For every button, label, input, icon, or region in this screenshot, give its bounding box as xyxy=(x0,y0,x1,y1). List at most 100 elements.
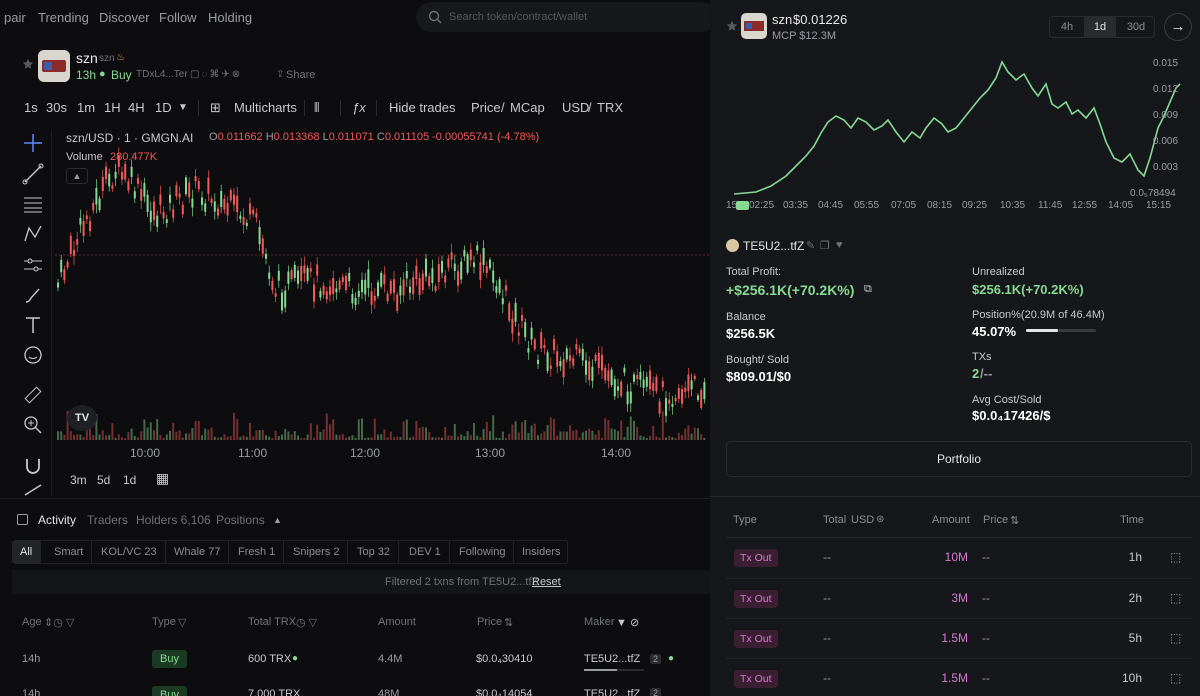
wallet-address[interactable]: TE5U2...tfZ xyxy=(743,239,805,253)
panel-star-icon[interactable] xyxy=(726,20,738,35)
timeframe-4h[interactable]: 4h xyxy=(1060,21,1074,33)
nav-follow[interactable]: Follow xyxy=(159,10,197,25)
row-maker[interactable]: TE5U2...tfZ xyxy=(584,653,641,665)
indicators-icon[interactable]: ƒx xyxy=(352,100,366,115)
nav-holding[interactable]: Holding xyxy=(208,10,253,25)
zoom-in-icon[interactable] xyxy=(22,414,44,436)
mcap-toggle[interactable]: MCap xyxy=(510,100,545,115)
tab-traders[interactable]: Traders xyxy=(87,513,128,527)
contract-address[interactable]: TDxL4...Ter xyxy=(136,69,188,80)
filter-snipers[interactable]: Snipers 2 xyxy=(285,541,349,563)
range-1d[interactable]: 1d xyxy=(123,473,137,487)
timeframe-1d[interactable]: 1d xyxy=(1084,16,1116,38)
filter-insiders[interactable]: Insiders xyxy=(522,546,561,558)
calendar-icon[interactable]: ▦ xyxy=(156,470,170,486)
interval-1s[interactable]: 1s xyxy=(24,100,38,115)
lock-drawings-icon[interactable] xyxy=(22,482,44,496)
tab-activity[interactable]: Activity xyxy=(38,513,77,527)
price-toggle[interactable]: Price xyxy=(471,100,501,115)
table-row[interactable]: 14h Buy 7,000 TRX 48M $0.0₄14054 TE5U2..… xyxy=(12,684,710,696)
col-amount[interactable]: Amount xyxy=(932,514,970,526)
forecast-icon[interactable] xyxy=(22,254,44,276)
tab-holders[interactable]: Holders 6,106 xyxy=(136,513,211,527)
external-link-icon[interactable]: ⧉ xyxy=(864,283,872,295)
col-amount[interactable]: Amount xyxy=(378,616,416,628)
interval-1d[interactable]: 1D xyxy=(155,100,172,115)
row-maker[interactable]: TE5U2...tfZ xyxy=(584,688,641,696)
magnet-icon[interactable] xyxy=(22,455,44,477)
social-icons[interactable]: ▢◌⌘✈⊗ xyxy=(190,69,243,80)
col-total[interactable]: Total xyxy=(823,514,847,526)
trx-toggle[interactable]: TRX xyxy=(597,100,623,115)
col-maker[interactable]: Maker xyxy=(584,616,615,628)
filter-all[interactable]: All xyxy=(12,541,42,563)
col-price[interactable]: Price xyxy=(477,616,503,628)
share-icon[interactable]: ⇪ xyxy=(276,69,285,80)
filter-icon[interactable]: ▽ xyxy=(178,617,187,629)
search-input[interactable]: Search token/contract/wallet xyxy=(416,2,716,32)
reset-link[interactable]: Reset xyxy=(532,576,561,588)
filter-dev[interactable]: DEV 1 xyxy=(401,541,450,563)
arrow-right-icon[interactable]: → xyxy=(1164,13,1192,41)
share-label[interactable]: Share xyxy=(286,69,316,81)
col-total[interactable]: Total TRX xyxy=(248,616,297,628)
collapse-icon[interactable]: ▲ xyxy=(273,515,282,525)
interval-30s[interactable]: 30s xyxy=(46,100,67,115)
sort-icon[interactable]: ⇕◷ ▽ xyxy=(44,617,75,629)
ruler-icon[interactable] xyxy=(22,384,44,406)
chevron-down-icon[interactable]: ▼ xyxy=(178,102,188,113)
text-icon[interactable] xyxy=(22,314,44,336)
trendline-icon[interactable] xyxy=(22,163,44,185)
range-3m[interactable]: 3m xyxy=(70,473,87,487)
col-time[interactable]: Time xyxy=(1120,514,1145,526)
heart-icon[interactable]: ♥ xyxy=(836,239,843,251)
filter-following[interactable]: Following xyxy=(451,541,515,563)
copy-icon[interactable]: ❐ xyxy=(820,240,830,252)
portfolio-button[interactable]: Portfolio xyxy=(726,441,1192,477)
filter-fresh[interactable]: Fresh 1 xyxy=(230,541,285,563)
currency-toggle-icon[interactable]: ⊛ xyxy=(876,514,885,525)
nav-pair[interactable]: pair xyxy=(4,10,26,25)
col-type[interactable]: Type xyxy=(152,616,176,628)
favorite-star-icon[interactable] xyxy=(22,58,34,73)
explorer-icon[interactable]: ⬚ xyxy=(1170,631,1182,645)
timeframe-30d[interactable]: 30d xyxy=(1126,21,1146,33)
filter-top[interactable]: Top 32 xyxy=(349,541,400,563)
crosshair-icon[interactable] xyxy=(22,132,44,154)
hide-trades-button[interactable]: Hide trades xyxy=(389,100,456,115)
explorer-icon[interactable]: ⬚ xyxy=(1170,591,1182,605)
table-row[interactable]: 14h Buy 600 TRX ● 4.4M $0.0₄30410 TE5U2.… xyxy=(12,640,710,680)
buy-label[interactable]: Buy xyxy=(111,68,132,82)
col-type[interactable]: Type xyxy=(733,514,757,526)
interval-4h[interactable]: 4H xyxy=(128,100,145,115)
filter-kol[interactable]: KOL/VC 23 xyxy=(93,541,166,563)
tx-row[interactable]: Tx Out -- 1.5M -- 10h ⬚ xyxy=(726,658,1192,696)
explorer-icon[interactable]: ⬚ xyxy=(1170,550,1182,564)
edit-icon[interactable]: ✎ xyxy=(806,240,816,252)
tx-row[interactable]: Tx Out -- 10M -- 1h ⬚ xyxy=(726,537,1192,577)
filter-active-icon[interactable]: ▼ ⊘ xyxy=(616,617,640,629)
filter-whale[interactable]: Whale 77 xyxy=(166,541,230,563)
nav-trending[interactable]: Trending xyxy=(38,10,89,25)
interval-1m[interactable]: 1m xyxy=(77,100,96,115)
explorer-icon[interactable]: ⬚ xyxy=(1170,671,1182,685)
tab-positions[interactable]: Positions xyxy=(216,513,265,527)
sort-icon[interactable]: ⇅ xyxy=(1010,515,1020,527)
tx-row[interactable]: Tx Out -- 1.5M -- 5h ⬚ xyxy=(726,618,1192,658)
fib-icon[interactable] xyxy=(22,193,44,215)
candlestick-chart[interactable] xyxy=(55,130,710,440)
filter-smart[interactable]: Smart xyxy=(46,541,93,563)
filter-icon[interactable]: ◷ ▽ xyxy=(296,617,318,629)
brush-icon[interactable] xyxy=(22,284,44,306)
interval-1h[interactable]: 1H xyxy=(104,100,121,115)
compare-icon[interactable]: ⫴ xyxy=(314,100,320,115)
col-age[interactable]: Age xyxy=(22,616,42,628)
col-usd[interactable]: USD xyxy=(851,514,875,526)
nav-discover[interactable]: Discover xyxy=(99,10,150,25)
multicharts-icon[interactable]: ⊞ xyxy=(210,100,221,115)
col-price[interactable]: Price xyxy=(983,514,1009,526)
multicharts-button[interactable]: Multicharts xyxy=(234,100,297,115)
emoji-icon[interactable] xyxy=(22,344,44,366)
tx-row[interactable]: Tx Out -- 3M -- 2h ⬚ xyxy=(726,578,1192,618)
range-5d[interactable]: 5d xyxy=(97,473,111,487)
